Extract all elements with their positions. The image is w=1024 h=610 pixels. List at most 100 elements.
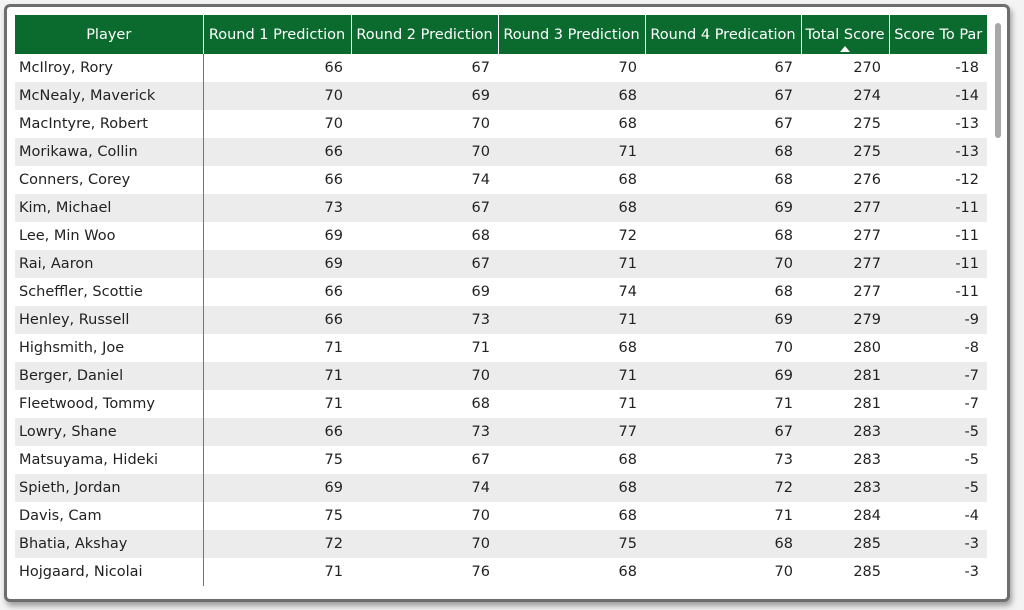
table-row[interactable]: Fleetwood, Tommy 71 68 71 71 281 -7 — [15, 390, 987, 418]
column-header-total-score[interactable]: Total Score — [800, 15, 889, 54]
cell-round-1: 73 — [203, 194, 351, 222]
table-row[interactable]: Conners, Corey 66 74 68 68 276 -12 — [15, 166, 987, 194]
cell-round-2: 73 — [351, 306, 498, 334]
column-header-round-4[interactable]: Round 4 Predication — [644, 15, 801, 54]
cell-total-score: 281 — [801, 362, 889, 390]
cell-round-3: 68 — [618, 452, 637, 468]
column-header-round-1[interactable]: Round 1 Prediction — [202, 15, 351, 54]
table-row[interactable]: Lowry, Shane 66 73 77 67 283 -5 — [15, 418, 987, 446]
table-row[interactable]: Morikawa, Collin 66 70 71 68 275 -13 — [15, 138, 987, 166]
cell-round-3: 68 — [498, 82, 645, 110]
cell-round-1: 75 — [324, 452, 343, 468]
cell-round-3: 70 — [618, 60, 637, 76]
cell-round-4: 71 — [774, 396, 793, 412]
cell-round-1: 69 — [324, 228, 343, 244]
cell-round-4: 69 — [645, 362, 801, 390]
table-row[interactable]: Berger, Daniel 71 70 71 69 281 -7 — [15, 362, 987, 390]
table-row[interactable]: McNealy, Maverick 70 69 68 67 274 -14 — [15, 82, 987, 110]
table-row[interactable]: McIlroy, Rory 66 67 70 67 270 -18 — [15, 54, 987, 82]
cell-score-to-par: -4 — [964, 508, 979, 524]
column-header-round-2[interactable]: Round 2 Prediction — [350, 15, 498, 54]
cell-round-3: 68 — [498, 474, 645, 502]
table-row[interactable]: Henley, Russell 66 73 71 69 279 -9 — [15, 306, 987, 334]
table-container: Player Round 1 Prediction Round 2 Predic… — [15, 15, 987, 591]
cell-round-3: 68 — [498, 194, 645, 222]
cell-round-2: 76 — [471, 564, 490, 580]
cell-total-score: 270 — [853, 60, 881, 76]
cell-round-1: 66 — [203, 418, 351, 446]
table-row[interactable]: Scheffler, Scottie 66 69 74 68 277 -11 — [15, 278, 987, 306]
cell-player: Fleetwood, Tommy — [15, 390, 204, 418]
cell-total-score: 284 — [853, 508, 881, 524]
table-row[interactable]: Spieth, Jordan 69 74 68 72 283 -5 — [15, 474, 987, 502]
cell-round-4: 71 — [774, 508, 793, 524]
table-row[interactable]: Matsuyama, Hideki 75 67 68 73 283 -5 — [15, 446, 987, 474]
cell-round-2: 74 — [351, 474, 498, 502]
cell-player: Davis, Cam — [15, 502, 204, 530]
column-header-score-to-par[interactable]: Score To Par — [888, 15, 987, 54]
cell-round-2: 70 — [471, 508, 490, 524]
table-row[interactable]: MacIntyre, Robert 70 70 68 67 275 -13 — [15, 110, 987, 138]
table-row[interactable]: Highsmith, Joe 71 71 68 70 280 -8 — [15, 334, 987, 362]
cell-round-4: 67 — [774, 60, 793, 76]
column-header-player[interactable]: Player — [15, 15, 203, 54]
cell-total-score: 277 — [853, 284, 881, 300]
cell-round-3: 74 — [618, 284, 637, 300]
cell-score-to-par: -14 — [889, 82, 987, 110]
cell-round-3: 71 — [618, 396, 637, 412]
table-row[interactable]: Bhatia, Akshay 72 70 75 68 285 -3 — [15, 530, 987, 558]
cell-player: Morikawa, Collin — [15, 138, 204, 166]
cell-player: McNealy, Maverick — [15, 82, 204, 110]
cell-player: Kim, Michael — [15, 194, 204, 222]
cell-round-3: 68 — [618, 172, 637, 188]
table-row[interactable]: Kim, Michael 73 67 68 69 277 -11 — [15, 194, 987, 222]
cell-round-2: 73 — [351, 418, 498, 446]
cell-player: Bhatia, Akshay — [15, 530, 204, 558]
cell-round-3: 71 — [498, 250, 645, 278]
column-header-total-score-label: Total Score — [805, 26, 885, 43]
table-row[interactable]: Lee, Min Woo 69 68 72 68 277 -11 — [15, 222, 987, 250]
cell-round-2: 69 — [351, 82, 498, 110]
cell-player: Spieth, Jordan — [15, 474, 204, 502]
cell-round-2: 67 — [351, 250, 498, 278]
sort-ascending-icon[interactable] — [840, 46, 850, 52]
cell-round-4: 68 — [774, 284, 793, 300]
cell-round-1: 66 — [203, 306, 351, 334]
cell-round-4: 67 — [645, 418, 801, 446]
cell-round-4: 68 — [645, 530, 801, 558]
cell-round-1: 71 — [324, 340, 343, 356]
cell-player: Scheffler, Scottie — [15, 278, 204, 306]
cell-score-to-par: -7 — [964, 396, 979, 412]
cell-round-3: 68 — [618, 340, 637, 356]
cell-round-2: 70 — [471, 116, 490, 132]
cell-round-1: 66 — [203, 138, 351, 166]
cell-round-1: 70 — [203, 82, 351, 110]
vertical-scrollbar[interactable] — [995, 23, 1001, 138]
cell-round-3: 68 — [618, 508, 637, 524]
cell-round-4: 70 — [774, 564, 793, 580]
cell-round-2: 70 — [351, 362, 498, 390]
cell-round-3: 71 — [498, 306, 645, 334]
cell-round-4: 69 — [645, 306, 801, 334]
cell-round-4: 67 — [645, 82, 801, 110]
cell-score-to-par: -7 — [889, 362, 987, 390]
cell-round-3: 71 — [498, 138, 645, 166]
table-row[interactable]: Davis, Cam 75 70 68 71 284 -4 — [15, 502, 987, 530]
cell-round-4: 70 — [774, 340, 793, 356]
cell-round-1: 69 — [203, 250, 351, 278]
cell-player: Lee, Min Woo — [15, 222, 204, 250]
cell-score-to-par: -18 — [955, 60, 979, 76]
table-row[interactable]: Rai, Aaron 69 67 71 70 277 -11 — [15, 250, 987, 278]
cell-score-to-par: -9 — [889, 306, 987, 334]
cell-player: Berger, Daniel — [15, 362, 204, 390]
cell-round-2: 68 — [471, 228, 490, 244]
cell-round-1: 66 — [324, 60, 343, 76]
column-header-round-3[interactable]: Round 3 Prediction — [497, 15, 645, 54]
cell-total-score: 277 — [801, 250, 889, 278]
cell-round-2: 74 — [471, 172, 490, 188]
cell-score-to-par: -3 — [889, 530, 987, 558]
cell-round-4: 73 — [774, 452, 793, 468]
leaderboard-table: Player Round 1 Prediction Round 2 Predic… — [15, 15, 987, 586]
table-row[interactable]: Hojgaard, Nicolai 71 76 68 70 285 -3 — [15, 558, 987, 586]
cell-total-score: 276 — [853, 172, 881, 188]
